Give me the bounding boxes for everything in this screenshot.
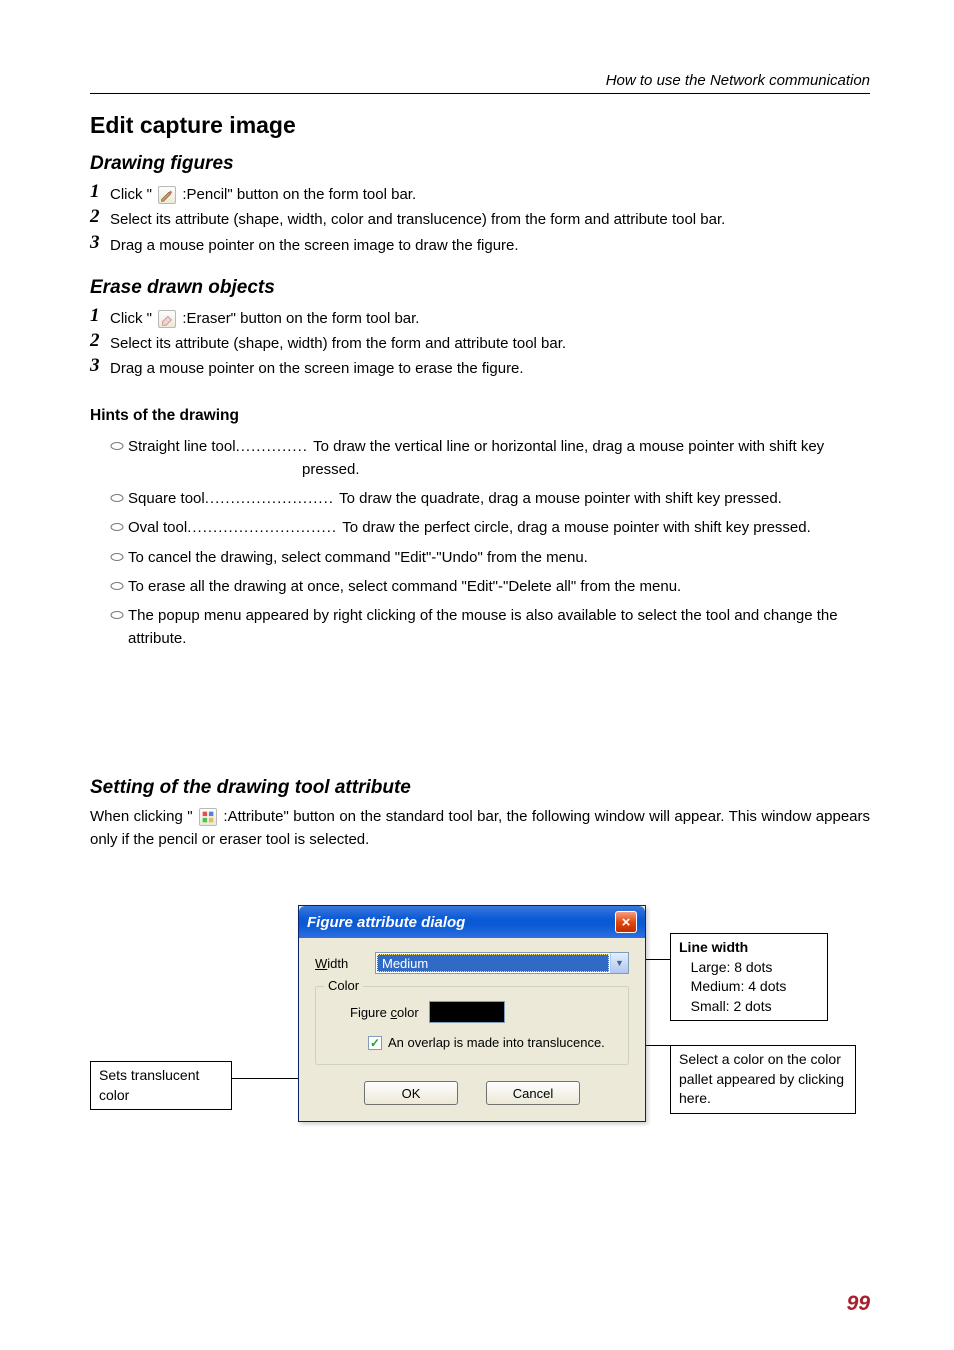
- step-text: Click " :Pencil" button on the form tool…: [110, 181, 416, 206]
- dialog-title: Figure attribute dialog: [307, 914, 465, 931]
- hint-label: Straight line tool: [128, 438, 236, 455]
- chevron-down-icon[interactable]: ▼: [610, 953, 628, 973]
- dialog-diagram: Sets translucent color Line width Large:…: [90, 905, 870, 1225]
- width-label: Width: [315, 956, 375, 971]
- hint-item: Oval tool............................. T…: [110, 516, 870, 539]
- hint-cont: pressed.: [302, 458, 870, 481]
- s1-step-2: 2 Select its attribute (shape, width, co…: [90, 206, 870, 231]
- bullet-icon: [110, 546, 128, 569]
- color-fieldset: Color Figure color ✓ An overlap is made …: [315, 986, 629, 1065]
- hint-desc: To draw the vertical line or horizontal …: [313, 438, 824, 455]
- step-text: Drag a mouse pointer on the screen image…: [110, 355, 524, 380]
- step-text: Drag a mouse pointer on the screen image…: [110, 232, 519, 257]
- bullet-icon: [110, 516, 128, 539]
- hint-list: Straight line tool.............. To draw…: [110, 435, 870, 651]
- attr-paragraph: When clicking " :Attribute" button on th…: [90, 805, 870, 852]
- callout-color-pallet: Select a color on the color pallet appea…: [670, 1045, 856, 1114]
- width-combobox[interactable]: Medium ▼: [375, 952, 629, 974]
- figure-color-label: Figure color: [350, 1005, 419, 1020]
- callout-line-width: Line width Large: 8 dots Medium: 4 dots …: [670, 933, 828, 1021]
- callout-title: Line width: [679, 939, 748, 955]
- cancel-button[interactable]: Cancel: [486, 1081, 580, 1105]
- s2-step-1: 1 Click " :Eraser" button on the form to…: [90, 305, 870, 330]
- step-num: 2: [90, 206, 104, 229]
- step-text: Select its attribute (shape, width) from…: [110, 330, 566, 355]
- section-drawing-title: Drawing figures: [90, 153, 870, 175]
- s1-step-1: 1 Click " :Pencil" button on the form to…: [90, 181, 870, 206]
- page-title: Edit capture image: [90, 112, 870, 139]
- dialog-titlebar: Figure attribute dialog ×: [299, 906, 645, 938]
- running-header: How to use the Network communication: [90, 72, 870, 94]
- step-num: 1: [90, 181, 104, 204]
- callout-translucent: Sets translucent color: [90, 1061, 232, 1110]
- translucence-label: An overlap is made into translucence.: [388, 1035, 605, 1050]
- step-num: 1: [90, 305, 104, 328]
- eraser-icon: [158, 310, 176, 328]
- figure-attribute-dialog: Figure attribute dialog × Width Medium ▼…: [298, 905, 646, 1122]
- hint-item: To cancel the drawing, select command "E…: [110, 546, 870, 569]
- step-num: 3: [90, 355, 104, 378]
- step-num: 3: [90, 232, 104, 255]
- pencil-icon: [158, 186, 176, 204]
- step-num: 2: [90, 330, 104, 353]
- hint-item: The popup menu appeared by right clickin…: [110, 604, 870, 651]
- translucence-checkbox[interactable]: ✓: [368, 1036, 382, 1050]
- bullet-icon: [110, 575, 128, 598]
- attribute-icon: [199, 808, 217, 826]
- s1-step-3: 3 Drag a mouse pointer on the screen ima…: [90, 232, 870, 257]
- hint-item: To erase all the drawing at once, select…: [110, 575, 870, 598]
- hint-item: Square tool......................... To …: [110, 487, 870, 510]
- section-attr-title: Setting of the drawing tool attribute: [90, 777, 870, 799]
- close-button[interactable]: ×: [615, 911, 637, 933]
- bullet-icon: [110, 487, 128, 510]
- page-number: 99: [847, 1292, 870, 1316]
- s2-step-2: 2 Select its attribute (shape, width) fr…: [90, 330, 870, 355]
- bullet-icon: [110, 435, 128, 482]
- figure-color-swatch[interactable]: [429, 1001, 505, 1023]
- step-text: Click " :Eraser" button on the form tool…: [110, 305, 419, 330]
- hints-title: Hints of the drawing: [90, 407, 870, 425]
- s2-step-3: 3 Drag a mouse pointer on the screen ima…: [90, 355, 870, 380]
- hint-item: Straight line tool.............. To draw…: [110, 435, 870, 482]
- ok-button[interactable]: OK: [364, 1081, 458, 1105]
- width-selected: Medium: [377, 954, 609, 972]
- color-legend: Color: [324, 978, 363, 993]
- section-erase-title: Erase drawn objects: [90, 277, 870, 299]
- step-text: Select its attribute (shape, width, colo…: [110, 206, 725, 231]
- bullet-icon: [110, 604, 128, 651]
